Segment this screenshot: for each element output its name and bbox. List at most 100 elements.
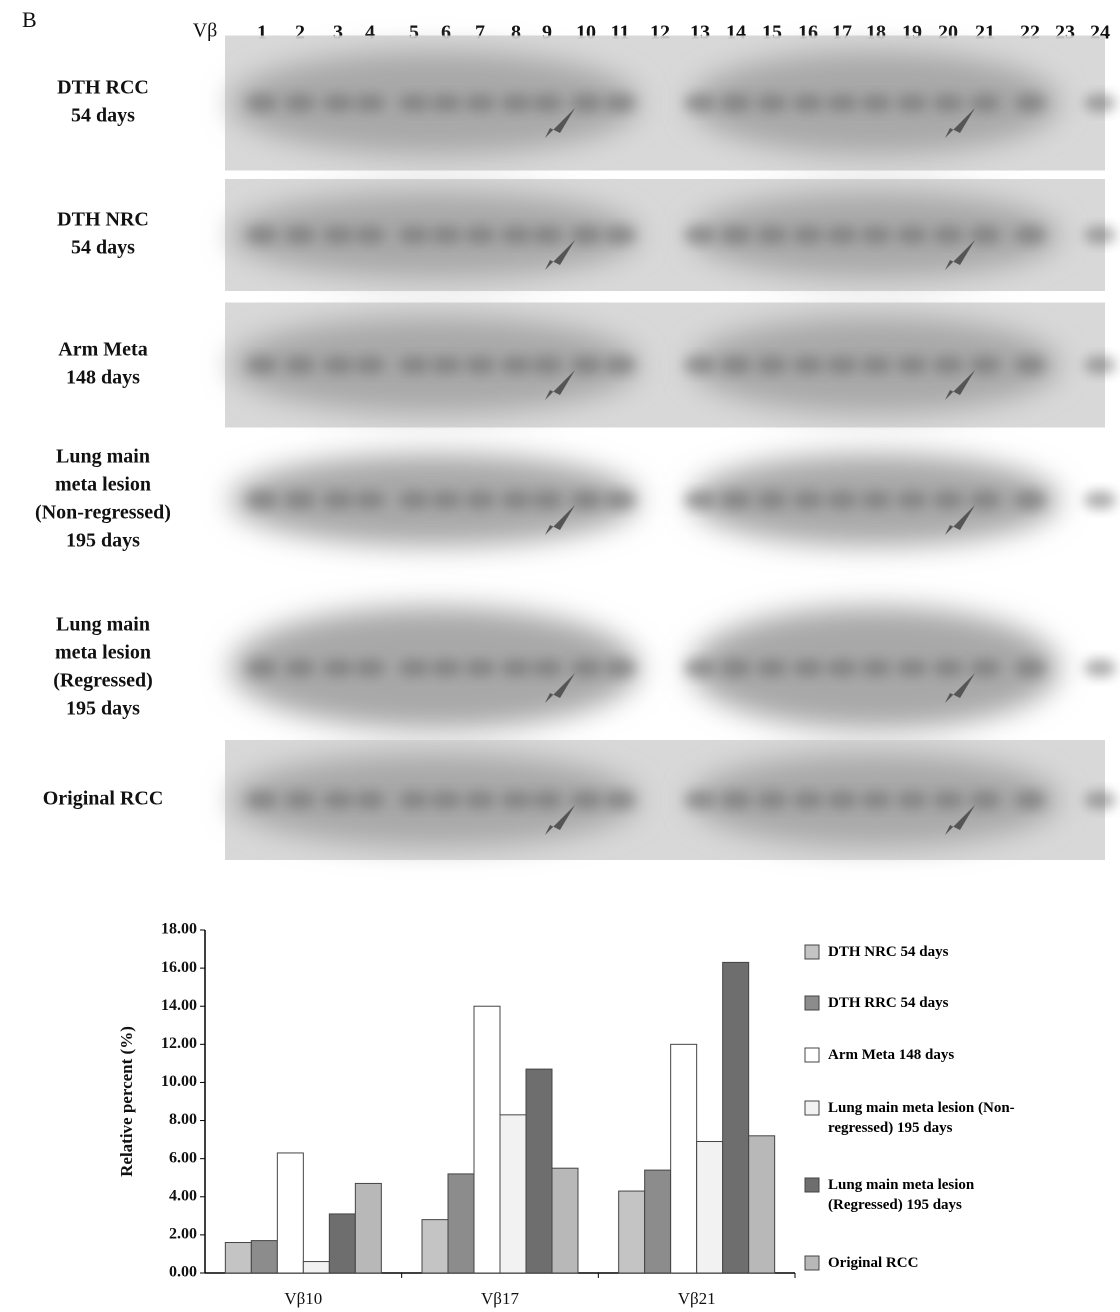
y-tick-label: 14.00 xyxy=(161,997,197,1014)
gel-band xyxy=(398,791,430,809)
gel-band xyxy=(826,491,858,509)
gel-band xyxy=(720,491,752,509)
gel-band xyxy=(531,226,563,244)
gel-band xyxy=(684,791,716,809)
gel-band xyxy=(354,226,386,244)
page: B Vβ 12345678910111213141516171819202122… xyxy=(0,0,1120,1312)
bar xyxy=(422,1220,448,1273)
gel-band xyxy=(684,356,716,374)
gel-band xyxy=(1084,659,1116,677)
gel-band xyxy=(792,356,824,374)
gel-band xyxy=(720,356,752,374)
gel-band xyxy=(531,791,563,809)
gel-band xyxy=(398,491,430,509)
gel-band xyxy=(756,659,788,677)
gel-band xyxy=(860,791,892,809)
legend-label: Lung main meta lesion (Non-regressed) 19… xyxy=(828,1098,1028,1138)
row-label: meta lesion xyxy=(55,642,151,664)
gel-band xyxy=(322,791,354,809)
legend-swatch xyxy=(805,1256,819,1270)
gel-band xyxy=(826,94,858,112)
legend-label: DTH RRC 54 days xyxy=(828,993,1028,1013)
gel-band xyxy=(284,791,316,809)
row-label: 54 days xyxy=(71,105,135,127)
gel-band xyxy=(860,226,892,244)
bar xyxy=(645,1170,671,1273)
gel-band xyxy=(570,791,602,809)
gel-band xyxy=(1084,491,1116,509)
gel-band xyxy=(756,791,788,809)
gel-band xyxy=(284,94,316,112)
gel-band xyxy=(896,791,928,809)
gel-band xyxy=(792,659,824,677)
gel-band xyxy=(246,94,278,112)
gel-band xyxy=(322,226,354,244)
gel-band xyxy=(464,226,496,244)
bar xyxy=(526,1069,552,1273)
row-label: 148 days xyxy=(66,367,140,389)
gel-band xyxy=(1014,659,1046,677)
row-label: Original RCC xyxy=(43,788,164,810)
row-label: DTH RCC xyxy=(57,77,149,99)
gel-band xyxy=(684,491,716,509)
gel-band xyxy=(792,94,824,112)
gel-band xyxy=(1014,226,1046,244)
legend-swatch xyxy=(805,1178,819,1192)
row-label: 195 days xyxy=(66,530,140,552)
legend-swatch xyxy=(805,945,819,959)
gel-band xyxy=(896,659,928,677)
gel-band xyxy=(246,791,278,809)
legend-swatch xyxy=(805,1048,819,1062)
gel-band xyxy=(932,226,964,244)
y-tick-label: 16.00 xyxy=(161,959,197,976)
bar xyxy=(329,1214,355,1273)
gel-band xyxy=(1014,356,1046,374)
gel-band xyxy=(792,791,824,809)
lane-header: Vβ xyxy=(193,20,218,42)
gel-band xyxy=(246,659,278,677)
gel-band xyxy=(531,356,563,374)
y-tick-label: 18.00 xyxy=(161,921,197,938)
legend-swatch xyxy=(805,996,819,1010)
gel-band xyxy=(1014,491,1046,509)
gel-band xyxy=(720,94,752,112)
gel-band xyxy=(720,659,752,677)
gel-band xyxy=(464,356,496,374)
bar xyxy=(355,1183,381,1273)
bar xyxy=(723,962,749,1273)
gel-band xyxy=(860,491,892,509)
gel-band xyxy=(464,791,496,809)
y-axis-label: Relative percent (%) xyxy=(117,1026,136,1177)
legend-label: Arm Meta 148 days xyxy=(828,1045,1028,1065)
gel-band xyxy=(500,226,532,244)
gel-band xyxy=(464,491,496,509)
gel-band xyxy=(464,659,496,677)
gel-band xyxy=(570,356,602,374)
legend-label: DTH NRC 54 days xyxy=(828,942,1028,962)
gel-band xyxy=(500,491,532,509)
gel-band xyxy=(284,491,316,509)
gel-band xyxy=(604,659,636,677)
gel-band xyxy=(684,94,716,112)
gel-band xyxy=(896,491,928,509)
gel-band xyxy=(354,491,386,509)
x-tick-label: Vβ10 xyxy=(284,1289,322,1308)
gel-band xyxy=(1084,94,1116,112)
gel-band xyxy=(826,356,858,374)
bar xyxy=(474,1006,500,1273)
gel-band xyxy=(284,356,316,374)
gel-band xyxy=(322,491,354,509)
row-label: Arm Meta xyxy=(58,339,147,361)
gel-band xyxy=(604,791,636,809)
gel-band xyxy=(860,356,892,374)
bar xyxy=(277,1153,303,1273)
gel-band xyxy=(604,226,636,244)
gel-band xyxy=(932,791,964,809)
bar xyxy=(552,1168,578,1273)
y-tick-label: 2.00 xyxy=(169,1226,197,1243)
y-tick-label: 12.00 xyxy=(161,1035,197,1052)
gel-band xyxy=(896,226,928,244)
legend-label: Original RCC xyxy=(828,1253,1028,1273)
gel-band xyxy=(756,491,788,509)
gel-band xyxy=(246,491,278,509)
